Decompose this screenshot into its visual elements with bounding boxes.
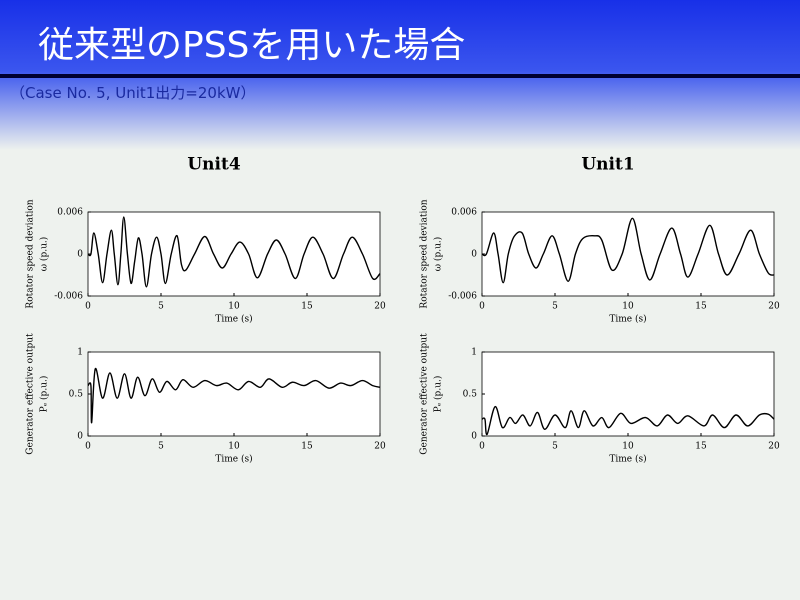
x-axis-label: Time (s) (609, 454, 646, 465)
x-tick-label: 0 (85, 442, 91, 452)
series-line (87, 368, 381, 424)
x-axis-label: Time (s) (215, 314, 252, 325)
x-tick-label: 10 (228, 442, 240, 452)
y-axis-label: ω (p.u.) (433, 237, 444, 272)
y-tick-label: 0.5 (69, 390, 84, 400)
y-tick-label: 0.006 (451, 208, 477, 218)
x-tick-label: 20 (374, 442, 386, 452)
x-tick-label: 5 (552, 302, 558, 312)
plot-frame (87, 351, 381, 437)
x-tick-label: 5 (158, 442, 164, 452)
x-tick-label: 0 (479, 442, 485, 452)
plot-frame (481, 211, 775, 297)
y-tick-label: 0 (471, 250, 477, 260)
x-tick-label: 20 (374, 302, 386, 312)
x-tick-label: 15 (301, 302, 313, 312)
x-axis-label: Time (s) (215, 454, 252, 465)
series-line (481, 217, 775, 284)
slide-subtitle: （Case No. 5, Unit1出力=20kW） (10, 84, 256, 102)
y-tick-label: 1 (77, 348, 83, 358)
y-axis-label: Pₑ (p.u.) (433, 376, 444, 413)
x-axis-label: Time (s) (609, 314, 646, 325)
y-axis-label: Generator effective output (420, 333, 430, 455)
x-tick-label: 15 (301, 442, 313, 452)
series-line (481, 405, 775, 436)
y-axis-label: Pₑ (p.u.) (39, 376, 50, 413)
x-tick-label: 15 (695, 302, 707, 312)
y-tick-label: 1 (471, 348, 477, 358)
title-rule (0, 74, 800, 78)
y-tick-label: 0 (77, 250, 83, 260)
x-tick-label: 15 (695, 442, 707, 452)
y-tick-label: 0.5 (463, 390, 478, 400)
x-tick-label: 10 (622, 442, 634, 452)
x-tick-label: 5 (552, 442, 558, 452)
x-tick-label: 5 (158, 302, 164, 312)
y-axis-label: Rotator speed deviation (26, 199, 36, 308)
series-line (87, 216, 381, 288)
y-axis-label: Generator effective output (26, 333, 36, 455)
x-tick-label: 0 (85, 302, 91, 312)
y-tick-label: 0.006 (57, 208, 83, 218)
x-tick-label: 20 (768, 442, 780, 452)
slide-title: 従来型のPSSを用いた場合 (38, 25, 466, 66)
y-tick-label: 0 (471, 432, 477, 442)
y-tick-label: 0 (77, 432, 83, 442)
plot-frame (87, 211, 381, 297)
x-tick-label: 0 (479, 302, 485, 312)
y-axis-label: Rotator speed deviation (420, 199, 430, 308)
x-tick-label: 10 (228, 302, 240, 312)
plot-frame (481, 351, 775, 437)
y-tick-label: -0.006 (54, 292, 83, 302)
column-title: Unit4 (187, 155, 240, 175)
x-tick-label: 20 (768, 302, 780, 312)
column-title: Unit1 (581, 155, 634, 175)
y-axis-label: ω (p.u.) (39, 237, 50, 272)
y-tick-label: -0.006 (448, 292, 477, 302)
x-tick-label: 10 (622, 302, 634, 312)
